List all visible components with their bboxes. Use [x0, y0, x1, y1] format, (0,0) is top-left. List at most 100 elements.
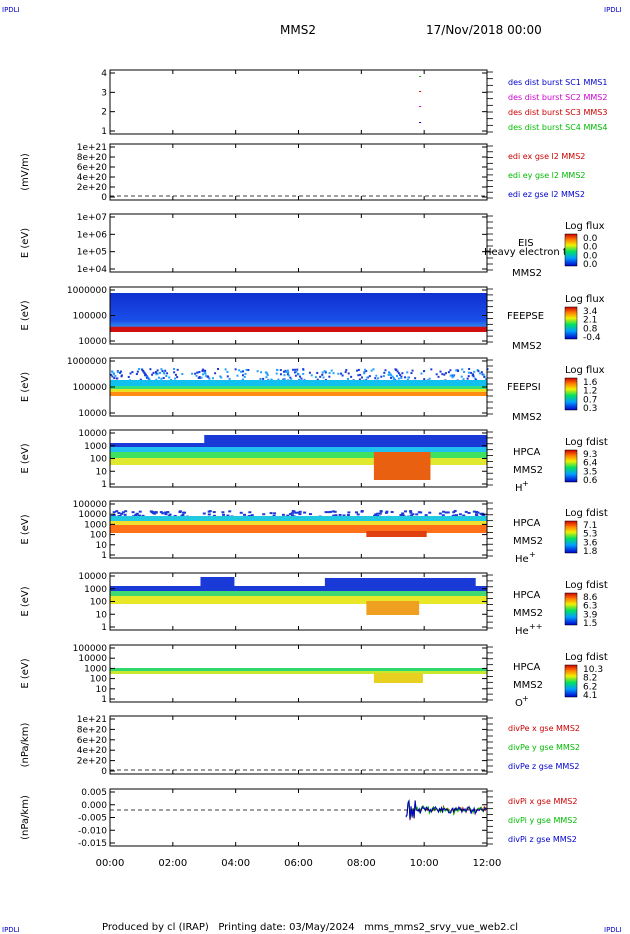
feepsi-speckle [443, 373, 446, 376]
hpca-he-speckle [360, 510, 364, 513]
hpca-he-speckle [411, 513, 415, 516]
hpca-he-speckle [355, 511, 359, 514]
y-tick-label: -0.005 [78, 814, 107, 824]
colorbar-tick-label: 0.0 [583, 234, 598, 244]
y-tick-label: 1e+04 [77, 265, 108, 275]
feepsi-speckle [131, 371, 134, 374]
y-tick-label: 1000000 [67, 357, 107, 367]
feepsi-speckle [298, 375, 301, 378]
hpca-he-speckle [428, 511, 432, 514]
colorbar-title: Log flux [565, 294, 605, 305]
hpca-he-speckle [228, 510, 232, 513]
feepsi-speckle [395, 369, 398, 372]
feepsi-speckle [407, 376, 410, 379]
hpca-he-speckle [409, 510, 413, 513]
y-tick-label: 100 [90, 455, 107, 465]
hpca-he-speckle [262, 513, 266, 516]
feepsi-speckle [282, 378, 285, 381]
y-tick-label: 1 [101, 551, 107, 561]
hpca-he-speckle [384, 511, 388, 514]
hpca-he-speckle [303, 511, 307, 514]
feepsi-speckle [457, 370, 460, 373]
hpca-he-speckle [202, 512, 206, 515]
feepsi-speckle [208, 377, 211, 380]
hpca-he-speckle [248, 511, 252, 514]
hpca-he-speckle [424, 514, 428, 517]
hpca-he-speckle [338, 513, 342, 516]
feepsi-band-green [110, 386, 487, 390]
feepsi-speckle [200, 376, 203, 379]
y-tick-label: 10000 [78, 654, 107, 664]
colorbar-tick-label: 8.2 [583, 674, 597, 684]
y-axis-label: E (eV) [20, 228, 31, 258]
y-tick-label: 1000 [84, 520, 107, 530]
colorbar-title: Log fdist [565, 580, 608, 591]
feepsi-speckle [396, 370, 399, 373]
feepsi-speckle [359, 373, 362, 376]
hpca-he-speckle [464, 510, 468, 513]
feepsi-speckle [345, 369, 348, 372]
y-tick-label: 100000 [73, 644, 108, 654]
hpca-he-speckle [239, 511, 243, 514]
y-tick-label: 10000 [78, 409, 107, 419]
feepsi-speckle [366, 376, 369, 379]
feepsi-speckle [283, 374, 286, 377]
colorbar-tick-label: 3.9 [583, 610, 598, 620]
feepsi-speckle [472, 373, 475, 376]
feepsi-speckle [439, 370, 442, 373]
hpca-he-speckle [290, 512, 294, 515]
spacecraft-label: MMS2 [512, 412, 542, 423]
feepsi-speckle [195, 374, 198, 377]
colorbar-title: Log fdist [565, 437, 608, 448]
feepsi-speckle [483, 375, 486, 378]
feepsi-speckle [286, 373, 289, 376]
hpca-he-speckle [446, 511, 450, 514]
hpca-he-speckle [482, 514, 486, 517]
feepsi-speckle [285, 371, 288, 374]
panel-feepse: 1000000 100000 10000 E (eV) FEEPSE MMS2 Log fl… [20, 286, 605, 352]
feepsi-speckle [204, 369, 207, 372]
legend-entry: divPi y gse MMS2 [508, 816, 577, 825]
feepsi-speckle [470, 371, 473, 374]
feepsi-speckle [174, 377, 177, 380]
feepsi-speckle [330, 369, 333, 372]
y-axis-label: (mV/m) [20, 153, 31, 191]
feepsi-speckle [111, 370, 114, 373]
feepsi-speckle [428, 377, 431, 380]
hpca-he-speckle [243, 513, 247, 516]
colorbar-tick-label: 1.5 [583, 619, 597, 629]
hpca-he-speckle [141, 514, 145, 517]
spacecraft-label: MMS2 [512, 341, 542, 352]
feepsi-speckle [361, 376, 364, 379]
colorbar-tick-label: 0.0 [583, 260, 598, 270]
feepsi-speckle [160, 368, 163, 371]
feepsi-speckle [135, 373, 138, 376]
hpca-h-band-blue [110, 443, 487, 448]
feepsi-speckle [245, 368, 248, 371]
hpca-he-speckle [399, 513, 403, 516]
spacecraft-label: MMS2 [513, 608, 543, 619]
feepsi-speckle [159, 371, 162, 374]
feepsi-speckle [243, 375, 246, 378]
feepsi-speckle [414, 377, 417, 380]
feepsi-speckle [460, 375, 463, 378]
colorbar-tick-label: 6.4 [583, 459, 598, 469]
hpca-he-speckle [333, 510, 337, 513]
hpca-he-speckle [376, 512, 380, 515]
hpca-he-speckle [212, 511, 216, 514]
feepsi-speckle [447, 371, 450, 374]
feepsi-speckle [226, 370, 229, 373]
feepsi-speckle [262, 377, 265, 380]
corner-label-bottom-left: IPDLI [2, 926, 20, 934]
spacecraft-label: MMS2 [512, 268, 542, 279]
feepsi-speckle [220, 376, 223, 379]
hpca-he-speckle [181, 513, 185, 516]
colorbar-title: Log fdist [565, 508, 608, 519]
feepsi-speckle [168, 376, 171, 379]
colorbar-tick-label: 8.6 [583, 593, 598, 603]
feepsi-speckle [142, 370, 145, 373]
y-tick-label: 2 [101, 108, 107, 118]
y-axis-label: (nPa/km) [20, 795, 31, 840]
feepsi-speckle [207, 376, 210, 379]
